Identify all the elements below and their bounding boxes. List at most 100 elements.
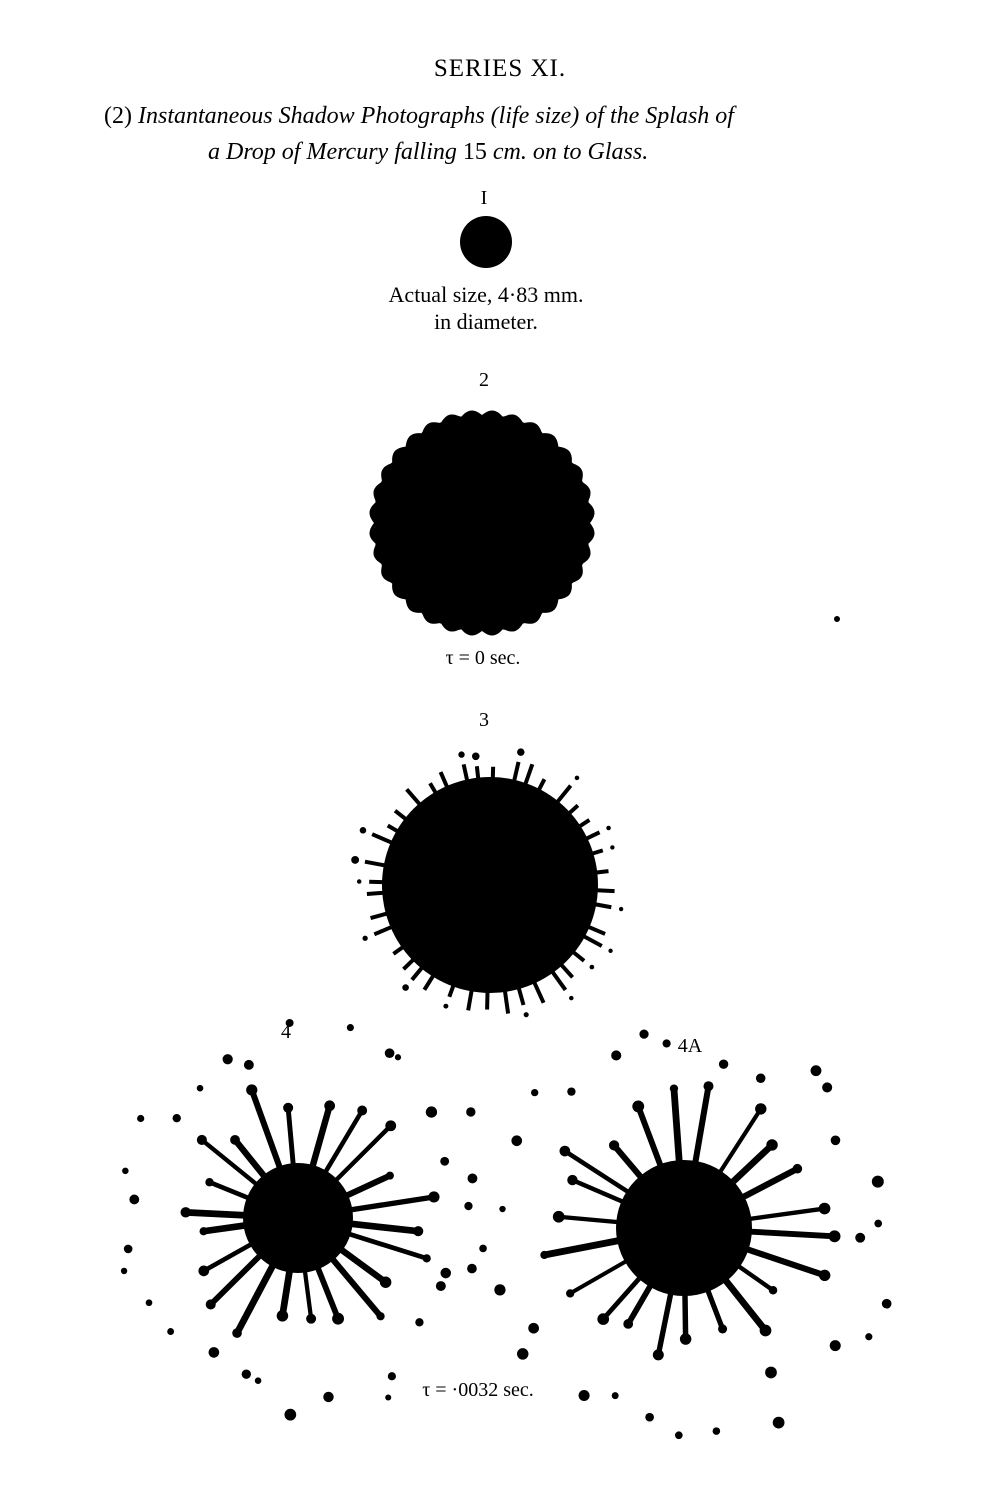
droplet [611, 1392, 619, 1400]
droplet [323, 1391, 334, 1403]
figure-4-time: τ = ·0032 sec. [422, 1379, 534, 1401]
jet-tip [276, 1310, 289, 1322]
droplet [243, 1059, 254, 1070]
jet-tip [669, 1084, 679, 1093]
splash-spike [447, 982, 457, 998]
droplet [830, 1135, 841, 1146]
droplet [222, 1054, 233, 1065]
splash-jet [313, 1260, 341, 1322]
droplet [674, 1431, 683, 1440]
splash-jet [540, 1236, 627, 1259]
figure-1-caption-line-2: in diameter. [434, 309, 538, 334]
splash-spike [584, 923, 606, 936]
splash-jet [207, 1179, 255, 1202]
splash-spike [386, 823, 402, 835]
splash-spike [531, 978, 546, 1004]
splash-jet [568, 1256, 633, 1296]
droplet [567, 1087, 576, 1096]
figure-4-splash [120, 1018, 506, 1421]
splash-jet [342, 1230, 430, 1261]
splash-jet [233, 1257, 279, 1337]
droplet [712, 1427, 721, 1435]
droplet [755, 1073, 766, 1083]
droplet [662, 1039, 671, 1048]
droplet [443, 1003, 449, 1009]
splash-spike [466, 987, 475, 1011]
figure-1-caption-line-1: Actual size, 4·83 mm. [388, 282, 584, 307]
splash-jet [562, 1148, 635, 1197]
droplet [425, 1106, 438, 1118]
jet-tip [205, 1299, 216, 1310]
droplet [402, 984, 409, 991]
jet-tip [385, 1171, 394, 1180]
splash-spike [371, 832, 396, 846]
droplet [359, 826, 367, 834]
droplet [458, 751, 465, 758]
jet-tip [552, 1210, 565, 1223]
droplet [208, 1347, 220, 1358]
figure-2-splash [369, 410, 595, 636]
droplet [120, 1267, 128, 1275]
splash-jet [635, 1103, 666, 1173]
jet-tip [540, 1250, 549, 1260]
jet-tip [306, 1313, 317, 1324]
droplet [466, 1107, 476, 1117]
droplet [517, 748, 525, 756]
droplet [362, 935, 368, 941]
jet-tip [376, 1312, 385, 1321]
droplet [765, 1366, 777, 1379]
droplet [569, 995, 574, 1001]
splash-jet [715, 1106, 763, 1178]
droplet [129, 1194, 140, 1205]
droplet [528, 1322, 539, 1334]
jet-tip [196, 1134, 207, 1145]
splash-spike [588, 848, 604, 857]
caption-line-2-num: 15 [462, 139, 487, 165]
droplet [718, 1059, 729, 1069]
figure-2-time: τ = 0 sec. [445, 647, 521, 669]
jet-tip [623, 1319, 634, 1329]
splash-spike [370, 910, 391, 921]
caption-line-2-a: a Drop of Mercury falling [208, 139, 457, 165]
splash-jet [308, 1102, 333, 1175]
jet-tip [385, 1120, 397, 1132]
droplet [517, 1348, 529, 1360]
droplet [871, 1175, 884, 1188]
droplet [464, 1201, 473, 1211]
jet-tip [718, 1324, 728, 1334]
splash-jet [719, 1273, 769, 1334]
droplet [531, 1088, 539, 1097]
jet-tip [759, 1324, 772, 1337]
splash-spike [410, 964, 426, 982]
splash-jet [285, 1105, 297, 1172]
splash-spike [557, 961, 575, 979]
splash-jet [655, 1286, 675, 1358]
speck [834, 616, 840, 622]
splash-jet [207, 1249, 267, 1308]
droplet [145, 1299, 153, 1307]
droplet [356, 879, 362, 884]
droplet [172, 1113, 181, 1123]
splash-body [382, 777, 598, 993]
droplet [123, 1244, 133, 1254]
jet-tip [632, 1100, 645, 1113]
jet-tip [828, 1230, 841, 1243]
droplet [254, 1377, 262, 1384]
droplet [394, 1054, 402, 1061]
jet-tip [768, 1286, 778, 1295]
splash-spike [393, 809, 410, 823]
jet-tip [652, 1349, 664, 1361]
splash-spike [522, 763, 535, 788]
droplet [511, 1135, 523, 1147]
jet-tip [818, 1269, 831, 1282]
splash-jet [279, 1263, 294, 1320]
figure-3-label: 3 [479, 709, 489, 731]
splash-jet [691, 1083, 712, 1170]
droplet [829, 1340, 841, 1352]
droplet [865, 1333, 873, 1341]
droplet [435, 1281, 446, 1292]
splash-spike [580, 933, 603, 948]
droplet [822, 1082, 833, 1093]
droplet [346, 1024, 354, 1032]
splash-jet [334, 1243, 389, 1286]
